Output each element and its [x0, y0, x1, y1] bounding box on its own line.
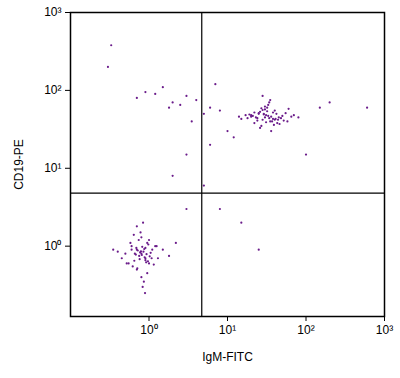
svg-text:10³: 10³ [376, 323, 393, 337]
svg-text:IgM-FITC: IgM-FITC [202, 350, 253, 364]
svg-text:10⁰: 10⁰ [44, 239, 61, 253]
svg-text:10³: 10³ [44, 5, 61, 19]
svg-text:10⁰: 10⁰ [140, 323, 157, 337]
svg-text:CD19-PE: CD19-PE [12, 139, 26, 190]
svg-text:10¹: 10¹ [219, 323, 236, 337]
svg-text:10²: 10² [44, 83, 61, 97]
svg-text:10¹: 10¹ [44, 161, 61, 175]
svg-text:10²: 10² [297, 323, 314, 337]
